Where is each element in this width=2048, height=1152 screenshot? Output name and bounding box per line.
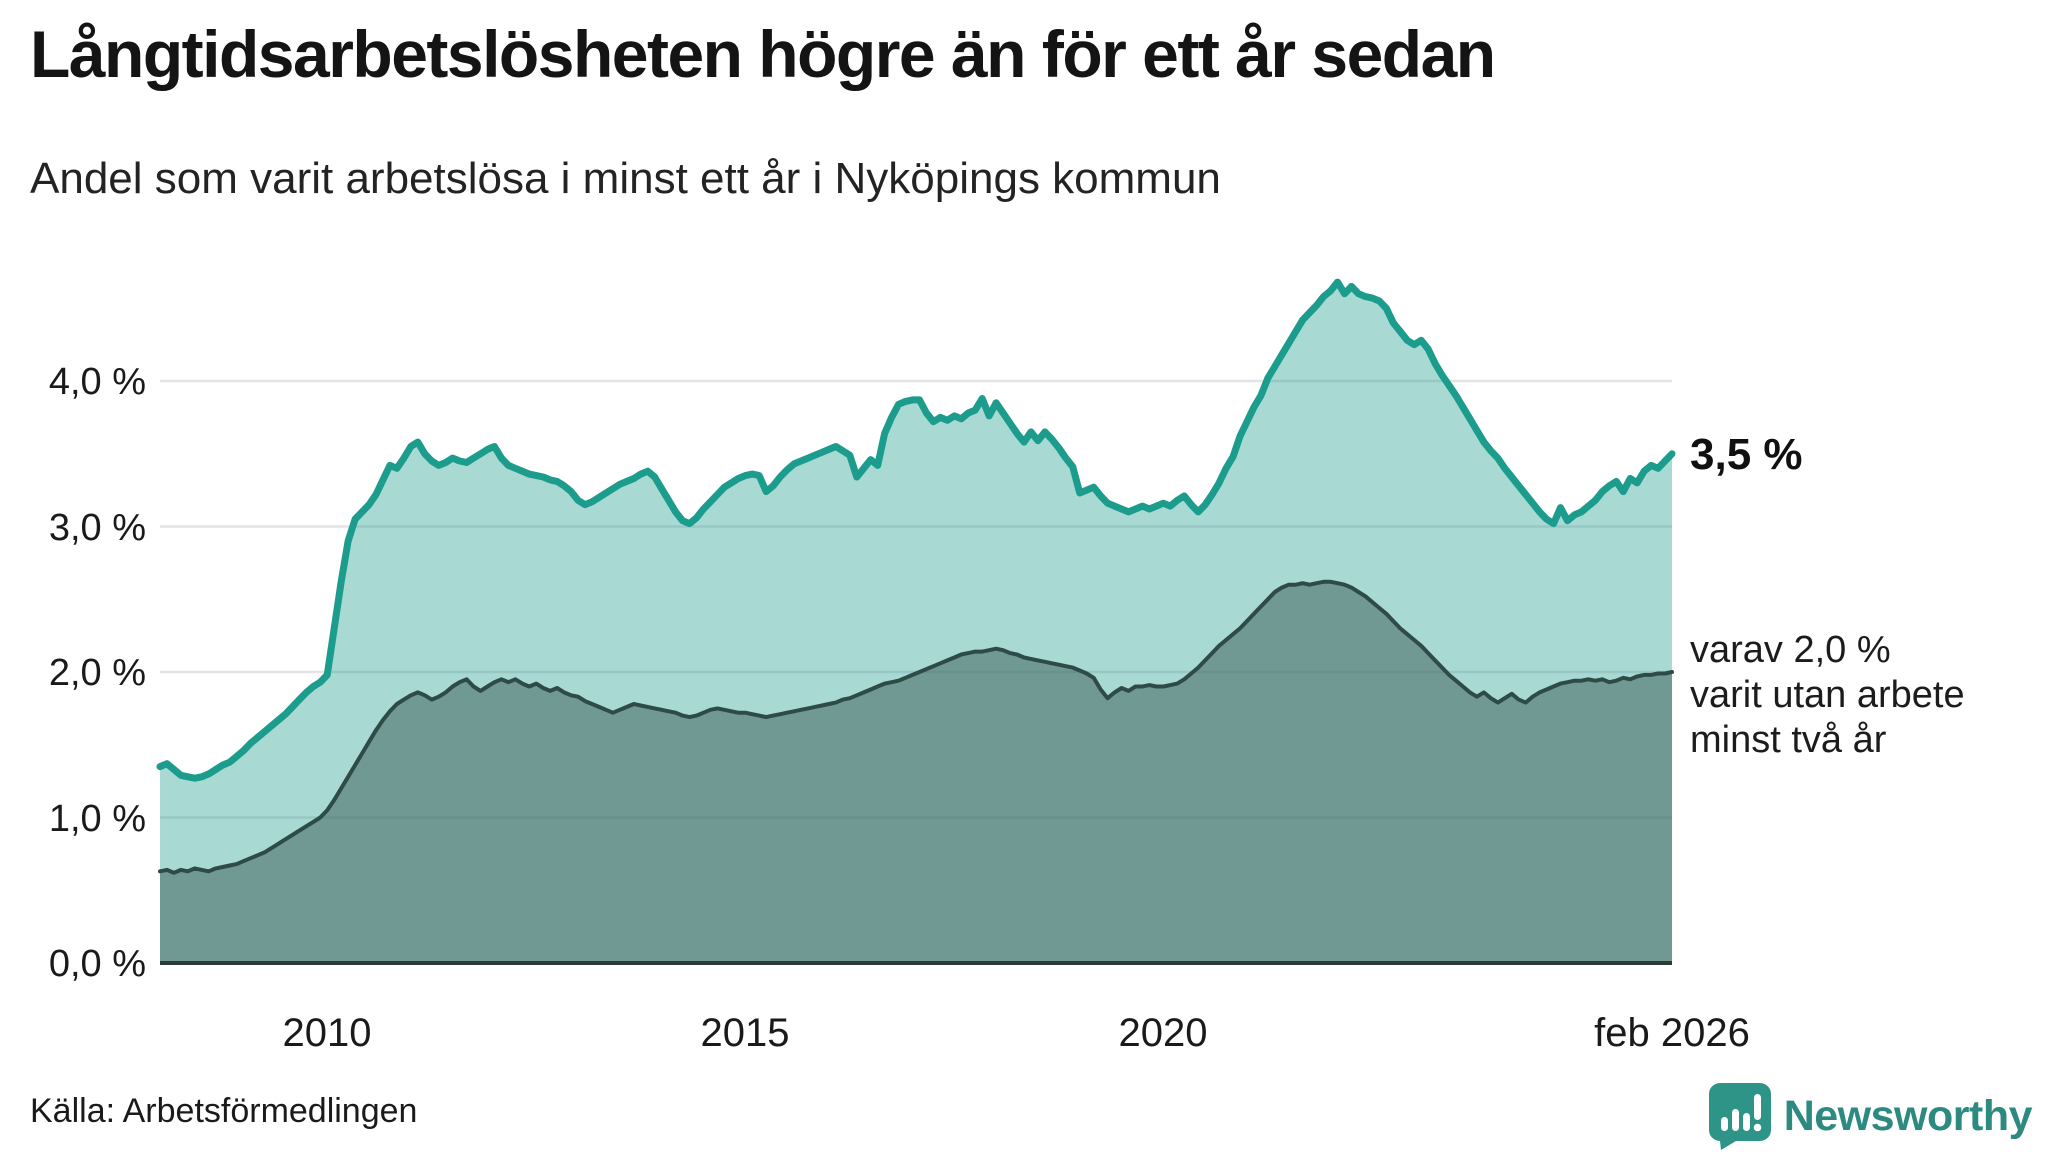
annotation-line-3: minst två år: [1690, 719, 1887, 761]
y-tick-label: 0,0 %: [49, 943, 146, 985]
x-tick-label: 2015: [701, 1011, 790, 1055]
y-tick-label: 1,0 %: [49, 798, 146, 840]
y-tick-label: 2,0 %: [49, 652, 146, 694]
x-axis-labels: 2010 2015 2020 feb 2026: [283, 1011, 1750, 1055]
end-value-label: 3,5 %: [1690, 430, 1803, 479]
annotation-line-2: varit utan arbete: [1690, 674, 1965, 716]
y-axis-labels: 0,0 % 1,0 % 2,0 % 3,0 % 4,0 %: [49, 361, 146, 985]
x-tick-label: 2020: [1119, 1011, 1208, 1055]
x-tick-label: feb 2026: [1594, 1011, 1750, 1055]
y-tick-label: 3,0 %: [49, 507, 146, 549]
gridlines: [160, 379, 1672, 819]
area-unemployed-one-year: [160, 282, 1672, 964]
chart-subtitle: Andel som varit arbetslösa i minst ett å…: [30, 154, 1221, 203]
brand-name: Newsworthy: [1783, 1091, 2033, 1140]
branding: Newsworthy: [1708, 1082, 2033, 1150]
chart-title: Långtidsarbetslösheten högre än för ett …: [30, 17, 1496, 91]
annotation-line-1: varav 2,0 %: [1690, 629, 1891, 671]
x-tick-label: 2010: [283, 1011, 372, 1055]
line-unemployed-two-years: [158, 579, 1674, 875]
line-unemployed-one-year: [156, 278, 1676, 782]
area-unemployed-two-years: [160, 581, 1672, 963]
source-label: Källa: Arbetsförmedlingen: [30, 1092, 418, 1130]
bar-chart-speech-bubble-icon: [1708, 1083, 1771, 1150]
y-tick-label: 4,0 %: [49, 361, 146, 403]
